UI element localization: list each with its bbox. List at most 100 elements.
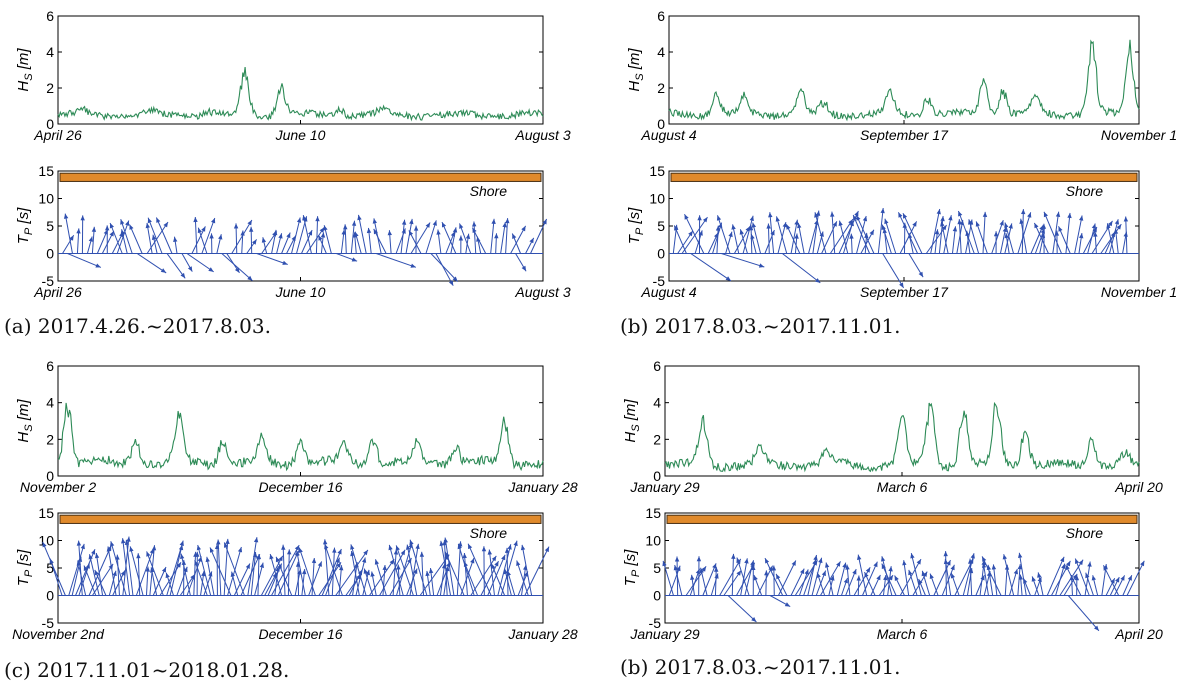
d-dir-arrowhead-98 [1065,564,1070,571]
a-hs-ytick-label-3: 6 [46,8,54,24]
c-dir-arrow-86 [352,562,358,596]
c-dir-xtick-label-2: January 28 [507,626,577,642]
c-dir-chart: -5 0 5 10 15 November 2nd December 16 January 2… [12,505,578,642]
a-dir-arrow-90 [510,225,527,254]
b-dir-arrowhead-16 [749,215,754,222]
c-hs-ytick-label-1: 2 [46,431,54,447]
b-dir-arrow-7 [684,213,705,254]
d-dir-arrowhead-35 [821,570,826,577]
b-dir-ytick-label-3: 10 [649,191,665,207]
c-dir-arrow-120 [463,552,468,596]
d-dir-arrowhead-28 [776,573,781,580]
b-dir-arrowhead-38 [854,211,859,217]
b-dir-arrowhead-46 [856,215,861,221]
b-dir-arrowhead-23 [768,212,773,218]
a-dir-arrowhead-21 [180,272,186,279]
b-dir-arrow-30 [797,222,805,254]
b-dir-arrowhead-59 [936,209,941,215]
d-dir-arrowhead-54 [881,563,886,570]
a-dir-arrow-12 [109,222,123,254]
c-dir-arrow-76 [318,562,342,596]
d-dir-arrowhead-6 [690,574,695,580]
d-dir-arrow-107 [1102,565,1120,596]
d-dir-arrowhead-99 [1087,561,1092,567]
c-dir-arrow-101 [388,544,404,596]
b-dir-arrowhead-97 [1093,231,1098,237]
b-dir-arrow-92 [1074,215,1083,254]
c-dir-arrow-122 [457,543,475,596]
b-dir-chart: -5 0 5 10 15 August 4 September 17 November 1 TP… [626,163,1177,300]
c-dir-arrowhead-56 [252,552,258,558]
d-dir-arrowhead-83 [1017,564,1022,570]
b-dir-arrowhead-24 [782,222,787,228]
b-dir-shore-label: Shore [1066,183,1104,199]
c-dir-arrowhead-101 [388,544,393,551]
a-dir-arrowhead-3 [76,228,81,234]
b-dir-arrow-78 [1004,222,1015,254]
b-dir-arrowhead-100 [1114,219,1120,225]
b-dir-arrowhead-82 [1039,225,1044,231]
d-dir-arrowhead-64 [929,573,934,579]
d-dir-arrowhead-63 [946,560,951,566]
b-dir-arrowhead-62 [948,215,953,221]
b-dir-arrow-50 [881,224,892,254]
b-dir-arrow-61 [938,215,944,254]
b-dir-arrowhead-81 [1019,218,1024,224]
c-dir-arrow-19 [110,541,127,596]
c-dir-arrow-68 [275,556,293,596]
a-dir-arrowhead-64 [372,218,377,224]
a-dir-arrowhead-58 [351,220,357,226]
d-dir-arrow-44 [853,567,871,596]
b-dir-arrowhead-86 [1034,222,1039,229]
b-dir-arrowhead-39 [849,220,854,227]
d-dir-arrow-1 [662,560,674,596]
d-dir-ytick-label-0: -5 [649,615,662,631]
c-dir-arrow-75 [298,547,316,596]
c-dir-arrowhead-129 [507,544,512,550]
d-dir-arrowhead-24 [784,602,791,607]
d-hs-ytick-label-0: 0 [653,468,661,484]
c-dir-arrow-82 [338,565,343,596]
d-dir-arrowhead-17 [744,558,749,564]
a-dir-arrowhead-11 [125,220,130,226]
b-dir-ylabel: TP [s] [626,207,646,244]
a-dir-ytick-label-3: 10 [38,191,54,207]
a-dir-arrow-34 [231,219,253,254]
b-dir-arrowhead-17 [739,229,744,235]
d-dir-arrowhead-45 [856,575,861,581]
a-dir-arrowhead-55 [351,257,358,262]
c-dir-arrowhead-38 [180,553,185,559]
d-dir-arrowhead-29 [800,568,805,574]
d-dir-arrow-8 [702,563,717,596]
c-dir-arrowhead-88 [350,551,355,557]
c-dir-arrowhead-100 [396,564,401,570]
a-dir-arrowhead-20 [147,217,152,224]
b-dir-arrowhead-92 [1079,215,1084,221]
d-dir-arrowhead-57 [902,560,907,566]
b-dir-arrow-72 [975,221,988,254]
a-dir-arrowhead-22 [156,217,161,223]
b-dir-arrowhead-47 [880,208,885,214]
b-dir-xtick-label-2: November 1 [1101,284,1177,300]
b-dir-arrowhead-78 [1004,222,1009,228]
a-dir-arrowhead-69 [409,218,414,225]
a-dir-arrowhead-2 [63,213,69,219]
d-hs-ytick-label-1: 2 [653,431,661,447]
c-dir-arrow-80 [331,547,335,596]
d-dir-arrow-82 [1003,554,1015,596]
c-dir-arrowhead-118 [470,558,475,564]
d-dir-arrowhead-108 [1127,575,1132,581]
a-dir-arrow-39 [256,253,288,265]
b-dir-arrowhead-61 [940,216,945,222]
d-dir-arrowhead-9 [699,567,704,574]
a-dir-arrowhead-80 [458,235,464,241]
a-dir-arrowhead-63 [410,263,416,268]
b-dir-arrow-69 [957,210,975,254]
a-hs-series-line [57,67,544,122]
c-dir-arrowhead-2 [80,543,85,550]
a-dir-arrow-94 [530,218,548,254]
a-dir-arrowhead-42 [273,229,278,236]
c-dir-arrowhead-15 [120,570,125,576]
a-dir-arrowhead-6 [91,226,97,232]
a-dir-arrowhead-17 [163,222,168,228]
